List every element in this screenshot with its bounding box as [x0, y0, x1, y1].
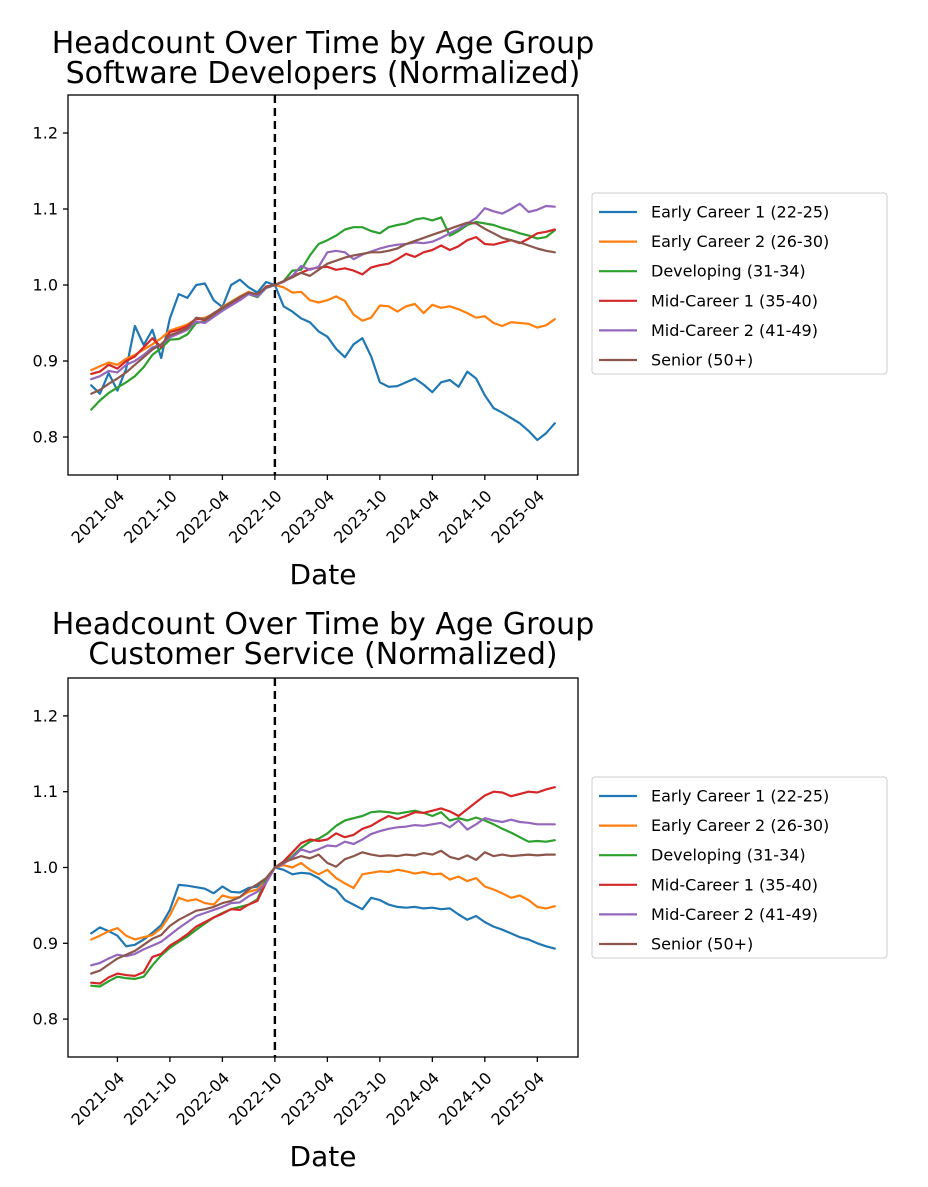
plot-frame: [67, 94, 579, 476]
series-line-early-career-1-22-25: [90, 278, 556, 442]
y-tick-label: 1.1: [33, 782, 58, 801]
x-tick-label: 2021-04: [68, 486, 129, 547]
legend-box: [591, 192, 888, 375]
x-tick-label: 2021-10: [120, 486, 181, 547]
legend: Early Career 1 (22-25) Early Career 2 (26…: [591, 776, 888, 959]
x-tick-label: 2023-10: [330, 1068, 391, 1129]
legend-label-senior-50: Senior (50+): [651, 351, 753, 370]
x-tick-label: 2025-04: [487, 486, 548, 547]
chart-title-line2: Software Developers (Normalized): [66, 56, 581, 91]
series-line-senior-50: [90, 221, 556, 395]
legend-label-mid-career-1-35-40: Mid-Career 1 (35-40): [651, 875, 818, 894]
chart-software-developers: Headcount Over Time by Age Group Softwar…: [33, 26, 888, 591]
legend-label-mid-career-1-35-40: Mid-Career 1 (35-40): [651, 291, 818, 310]
legend-label-early-career-1-22-25: Early Career 1 (22-25): [651, 203, 829, 222]
x-tick-label: 2024-04: [382, 486, 443, 547]
series-line-early-career-2-26-30: [90, 861, 556, 941]
legend: Early Career 1 (22-25) Early Career 2 (26…: [591, 192, 888, 375]
x-tick-label: 2021-10: [120, 1068, 181, 1129]
legend-label-early-career-1-22-25: Early Career 1 (22-25): [651, 787, 829, 806]
y-tick-label: 1.2: [33, 124, 58, 143]
x-tick-label: 2022-10: [225, 1068, 286, 1129]
y-tick-label: 1.2: [33, 706, 58, 725]
x-tick-label: 2021-04: [68, 1068, 129, 1129]
x-axis-label: Date: [290, 1140, 357, 1173]
legend-label-mid-career-2-41-49: Mid-Career 2 (41-49): [651, 321, 818, 340]
chart-customer-service: Headcount Over Time by Age Group Custome…: [33, 607, 888, 1173]
legend-label-early-career-2-26-30: Early Career 2 (26-30): [651, 816, 829, 835]
series-line-senior-50: [90, 849, 556, 975]
legend-label-senior-50: Senior (50+): [651, 935, 753, 954]
legend-label-developing-31-34: Developing (31-34): [651, 262, 806, 281]
chart-title-line2: Customer Service (Normalized): [88, 637, 557, 672]
legend-label-developing-31-34: Developing (31-34): [651, 846, 806, 865]
plot-area: 0.8 0.9 1.0 1.1 1.2 2021-042021-102022-042022…: [33, 677, 579, 1129]
series-line-mid-career-2-41-49: [90, 817, 556, 967]
chart-title-line1: Headcount Over Time by Age Group: [52, 607, 595, 642]
x-tick-label: 2024-10: [435, 486, 496, 547]
y-tick-label: 0.8: [33, 1010, 58, 1029]
series-line-developing-31-34: [90, 216, 556, 411]
x-tick-label: 2022-10: [225, 486, 286, 547]
y-tick-label: 0.8: [33, 428, 58, 447]
y-tick-label: 0.9: [33, 934, 58, 953]
y-tick-label: 1.1: [33, 200, 58, 219]
x-tick-label: 2024-10: [435, 1068, 496, 1129]
x-tick-label: 2024-04: [382, 1068, 443, 1129]
plot-frame: [67, 677, 579, 1058]
y-tick-label: 1.0: [33, 276, 58, 295]
x-tick-label: 2023-04: [277, 1068, 338, 1129]
series-line-developing-31-34: [90, 809, 556, 988]
series-line-mid-career-2-41-49: [90, 202, 556, 381]
series-line-mid-career-1-35-40: [90, 786, 556, 985]
y-tick-label: 1.0: [33, 858, 58, 877]
legend-label-mid-career-2-41-49: Mid-Career 2 (41-49): [651, 905, 818, 924]
x-tick-label: 2023-04: [277, 486, 338, 547]
chart-title-line1: Headcount Over Time by Age Group: [52, 26, 595, 61]
series-line-early-career-2-26-30: [90, 283, 556, 372]
series-line-early-career-1-22-25: [90, 866, 556, 950]
legend-box: [591, 776, 888, 959]
legend-label-early-career-2-26-30: Early Career 2 (26-30): [651, 232, 829, 251]
x-axis-label: Date: [290, 558, 357, 591]
x-tick-label: 2022-04: [173, 1068, 234, 1129]
x-tick-label: 2025-04: [487, 1068, 548, 1129]
plot-area: 0.8 0.9 1.0 1.1 1.2 2021-042021-102022-042022…: [33, 94, 579, 547]
x-tick-label: 2023-10: [330, 486, 391, 547]
x-tick-label: 2022-04: [173, 486, 234, 547]
y-tick-label: 0.9: [33, 352, 58, 371]
